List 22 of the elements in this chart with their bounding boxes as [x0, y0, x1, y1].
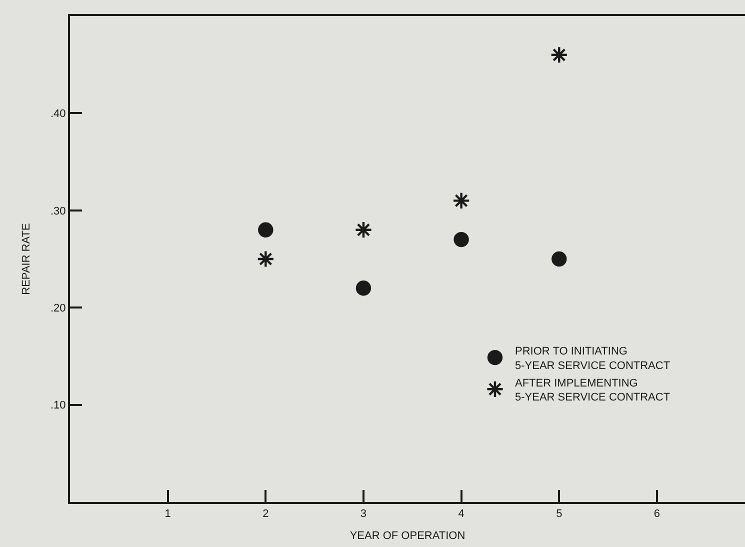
point: [454, 232, 469, 248]
legend-label: PRIOR TO INITIATING 5-YEAR SERVICE CONTRACT: [515, 346, 670, 372]
y-tick-label: .10: [50, 400, 66, 412]
point: [552, 251, 567, 267]
point: [356, 280, 372, 296]
point: [258, 222, 274, 238]
x-tick-label: 5: [556, 508, 562, 520]
x-tick-label: 3: [360, 508, 367, 520]
x-tick-label: 4: [458, 508, 464, 520]
y-tick-label: .40: [50, 108, 66, 120]
x-tick-label: 2: [262, 508, 269, 520]
point: [452, 192, 470, 210]
y-axis-title: REPAIR RATE: [20, 223, 33, 295]
point: [550, 46, 568, 64]
y-tick-label: .30: [50, 205, 66, 218]
point: [256, 250, 275, 268]
x-tick-label: 1: [164, 508, 171, 520]
x-tick-label: 6: [654, 508, 660, 520]
y-tick-label: .20: [50, 302, 66, 314]
x-axis-title: YEAR OF OPERATION: [350, 530, 466, 542]
point: [354, 220, 372, 239]
legend-label: AFTER IMPLEMENTING 5-YEAR SERVICE CONTRACT: [515, 377, 670, 404]
